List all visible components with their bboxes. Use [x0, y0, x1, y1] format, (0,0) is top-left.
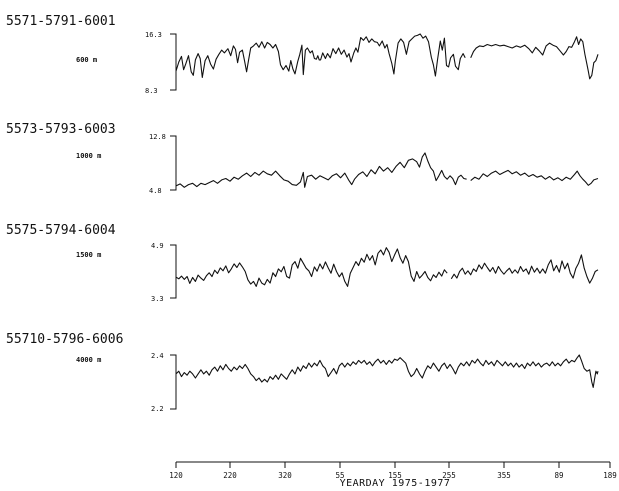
panel-3: 5575-5794-6004 1500 m 4.9 3.3: [6, 223, 599, 303]
x-tick-label-2: 220: [223, 471, 237, 480]
x-tick-label-3: 320: [278, 471, 292, 480]
panel-1: 5571-5791-6001 600 m 16.3 8.3: [6, 14, 599, 95]
panel-1-series-line-1: [175, 33, 466, 78]
panel-1-ymin-label: 8.3: [145, 87, 158, 95]
x-axis: 120 220 320 55 155 255 355 89 189 YEARDAY 1975-1…: [169, 461, 617, 489]
panel-2-mooring-id: 5573-5793-6003: [6, 122, 116, 137]
panel-3-ymax-label: 4.9: [151, 242, 164, 250]
panel-3-mooring-id: 5575-5794-6004: [6, 223, 116, 238]
panel-1-y-axis: [170, 33, 177, 91]
x-axis-ticks: 120 220 320 55 155 255 355 89 189: [169, 462, 617, 480]
x-axis-label: YEARDAY 1975-1977: [340, 478, 451, 489]
panel-3-series: [175, 247, 599, 287]
panel-4-series-line-1: [175, 354, 599, 388]
panel-1-series: [175, 33, 599, 80]
x-tick-label-4: 55: [335, 471, 344, 480]
panel-4-depth-label: 4000 m: [76, 356, 101, 364]
panel-1-depth-label: 600 m: [76, 56, 97, 64]
panel-2-series-line-1: [175, 152, 467, 188]
panel-3-y-axis: [170, 244, 177, 299]
x-tick-label-6: 255: [442, 471, 456, 480]
panel-2-y-axis: [170, 135, 177, 191]
panel-1-series-line-2: [470, 36, 599, 80]
panel-1-ymax-label: 16.3: [145, 31, 162, 39]
x-tick-label-9: 189: [603, 471, 617, 480]
panel-4-ymax-label: 2.4: [151, 352, 164, 360]
panel-2-depth-label: 1000 m: [76, 152, 101, 160]
panel-4-y-axis: [170, 354, 177, 410]
panel-4-series: [175, 354, 599, 388]
x-tick-label-7: 355: [497, 471, 511, 480]
panel-3-series-line-2: [450, 254, 599, 284]
panel-2-ymin-label: 4.8: [149, 187, 162, 195]
x-tick-label-8: 89: [554, 471, 563, 480]
panel-4-mooring-id: 55710-5796-6006: [6, 332, 123, 347]
panel-3-depth-label: 1500 m: [76, 251, 101, 259]
panel-2: 5573-5793-6003 1000 m 12.8 4.8: [6, 122, 599, 195]
panel-2-series-line-2: [470, 169, 599, 186]
panel-4-ymin-label: 2.2: [151, 405, 164, 413]
panel-2-ymax-label: 12.8: [149, 133, 166, 141]
panel-3-series-line-1: [175, 247, 448, 287]
panel-2-series: [175, 152, 599, 188]
panel-3-ymin-label: 3.3: [151, 295, 164, 303]
x-tick-label-1: 120: [169, 471, 183, 480]
panel-1-mooring-id: 5571-5791-6001: [6, 14, 116, 29]
x-tick-label-5: 155: [388, 471, 402, 480]
panel-4: 55710-5796-6006 4000 m 2.4 2.2: [6, 332, 599, 413]
